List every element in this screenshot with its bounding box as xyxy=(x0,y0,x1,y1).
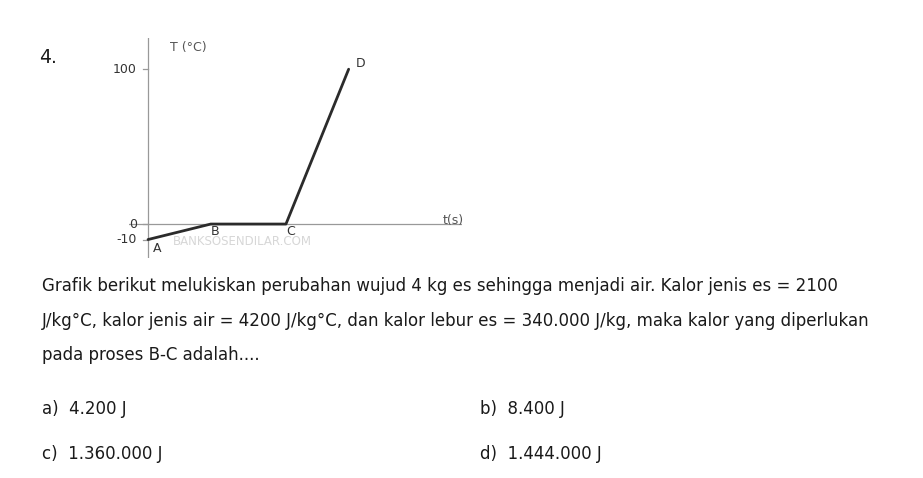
Text: T (°C): T (°C) xyxy=(170,41,207,54)
Text: J/kg°C, kalor jenis air = 4200 J/kg°C, dan kalor lebur es = 340.000 J/kg, maka k: J/kg°C, kalor jenis air = 4200 J/kg°C, d… xyxy=(42,312,869,330)
Text: c)  1.360.000 J: c) 1.360.000 J xyxy=(42,445,162,463)
Text: 100: 100 xyxy=(113,63,137,76)
Text: -10: -10 xyxy=(116,233,137,246)
Text: C: C xyxy=(286,225,294,239)
Text: b)  8.400 J: b) 8.400 J xyxy=(480,400,565,418)
Text: Grafik berikut melukiskan perubahan wujud 4 kg es sehingga menjadi air. Kalor je: Grafik berikut melukiskan perubahan wuju… xyxy=(42,277,837,295)
Text: t(s): t(s) xyxy=(443,215,464,228)
Text: d)  1.444.000 J: d) 1.444.000 J xyxy=(480,445,602,463)
Text: D: D xyxy=(356,56,366,69)
Text: 0: 0 xyxy=(128,217,137,230)
Text: 4.: 4. xyxy=(39,48,56,67)
Text: BANKSOSENDILAR.COM: BANKSOSENDILAR.COM xyxy=(173,235,312,248)
Text: a)  4.200 J: a) 4.200 J xyxy=(42,400,126,418)
Text: A: A xyxy=(153,242,162,255)
Text: pada proses B-C adalah....: pada proses B-C adalah.... xyxy=(42,346,259,364)
Text: B: B xyxy=(210,225,220,239)
